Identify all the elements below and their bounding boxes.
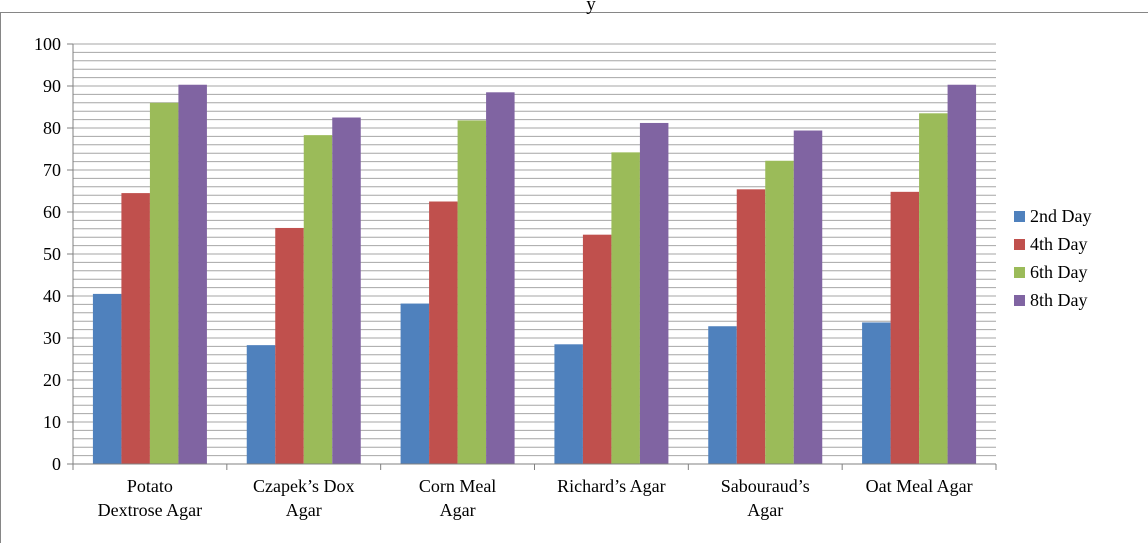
- bar-6th-day-2: [457, 120, 487, 464]
- bar-8th-day-0: [178, 84, 207, 465]
- bar-6th-day-1: [303, 135, 333, 464]
- axes: [0, 12, 1148, 543]
- legend-label: 8th Day: [1030, 290, 1088, 310]
- x-tick-labels: Potato Dextrose Agar Czapek’s Dox Agar Corn …: [98, 476, 973, 520]
- y-tick-label: 80: [43, 118, 61, 138]
- bar-2nd-day-1: [246, 345, 276, 464]
- x-tick-label: Potato Dextrose Agar: [98, 476, 202, 520]
- bar-8th-day-4: [793, 130, 823, 464]
- y-tick-label: 90: [43, 76, 61, 96]
- y-tick-label: 70: [43, 160, 61, 180]
- legend-label: 2nd Day: [1030, 206, 1092, 226]
- x-tick-label: Richard’s Agar: [557, 476, 665, 496]
- legend: 2nd Day 4th Day 6th Day 8th Day: [1014, 206, 1092, 310]
- y-tick-label: 20: [43, 370, 61, 390]
- y-tick-label: 0: [52, 454, 61, 474]
- bars: [92, 84, 977, 465]
- legend-swatch: [1014, 295, 1025, 306]
- y-tick-label: 50: [43, 244, 61, 264]
- bar-2nd-day-0: [92, 293, 122, 464]
- legend-swatch: [1014, 267, 1025, 278]
- y-tick-label: 40: [43, 286, 61, 306]
- bar-8th-day-2: [486, 92, 515, 465]
- bar-6th-day-3: [611, 152, 640, 465]
- bar-6th-day-0: [149, 102, 179, 465]
- bar-2nd-day-4: [708, 326, 737, 464]
- grid-lines: [73, 43, 996, 457]
- bar-4th-day-0: [121, 193, 150, 464]
- bar-4th-day-3: [582, 234, 612, 464]
- bar-8th-day-1: [332, 117, 361, 464]
- bar-2nd-day-2: [400, 303, 430, 464]
- bar-2nd-day-5: [862, 322, 891, 464]
- legend-swatch: [1014, 211, 1025, 222]
- bar-8th-day-3: [639, 122, 669, 465]
- y-tick-label: 30: [43, 328, 61, 348]
- x-tick-label: Oat Meal Agar: [866, 476, 973, 496]
- x-tick-label: Sabouraud’s Agar: [721, 476, 810, 520]
- bar-4th-day-2: [429, 201, 458, 464]
- bar-6th-day-5: [919, 113, 948, 465]
- legend-swatch: [1014, 239, 1025, 250]
- y-tick-label: 100: [34, 34, 61, 54]
- legend-label: 6th Day: [1030, 262, 1088, 282]
- y-tick-label: 10: [43, 412, 61, 432]
- bar-4th-day-5: [890, 191, 920, 464]
- x-tick-label: Czapek’s Dox Agar: [253, 476, 354, 520]
- x-tick-label: Corn Meal Agar: [419, 476, 496, 520]
- legend-label: 4th Day: [1030, 234, 1088, 254]
- y-tick-label: 60: [43, 202, 61, 222]
- chart-title-partial: y: [586, 0, 596, 15]
- bar-4th-day-4: [736, 189, 766, 464]
- bar-2nd-day-3: [554, 344, 583, 464]
- y-tick-labels: 0 10 20 30 40 50 60 70 80 90 100: [34, 34, 61, 474]
- bar-6th-day-4: [765, 160, 794, 464]
- bar-4th-day-1: [275, 227, 304, 464]
- bar-8th-day-5: [947, 84, 977, 465]
